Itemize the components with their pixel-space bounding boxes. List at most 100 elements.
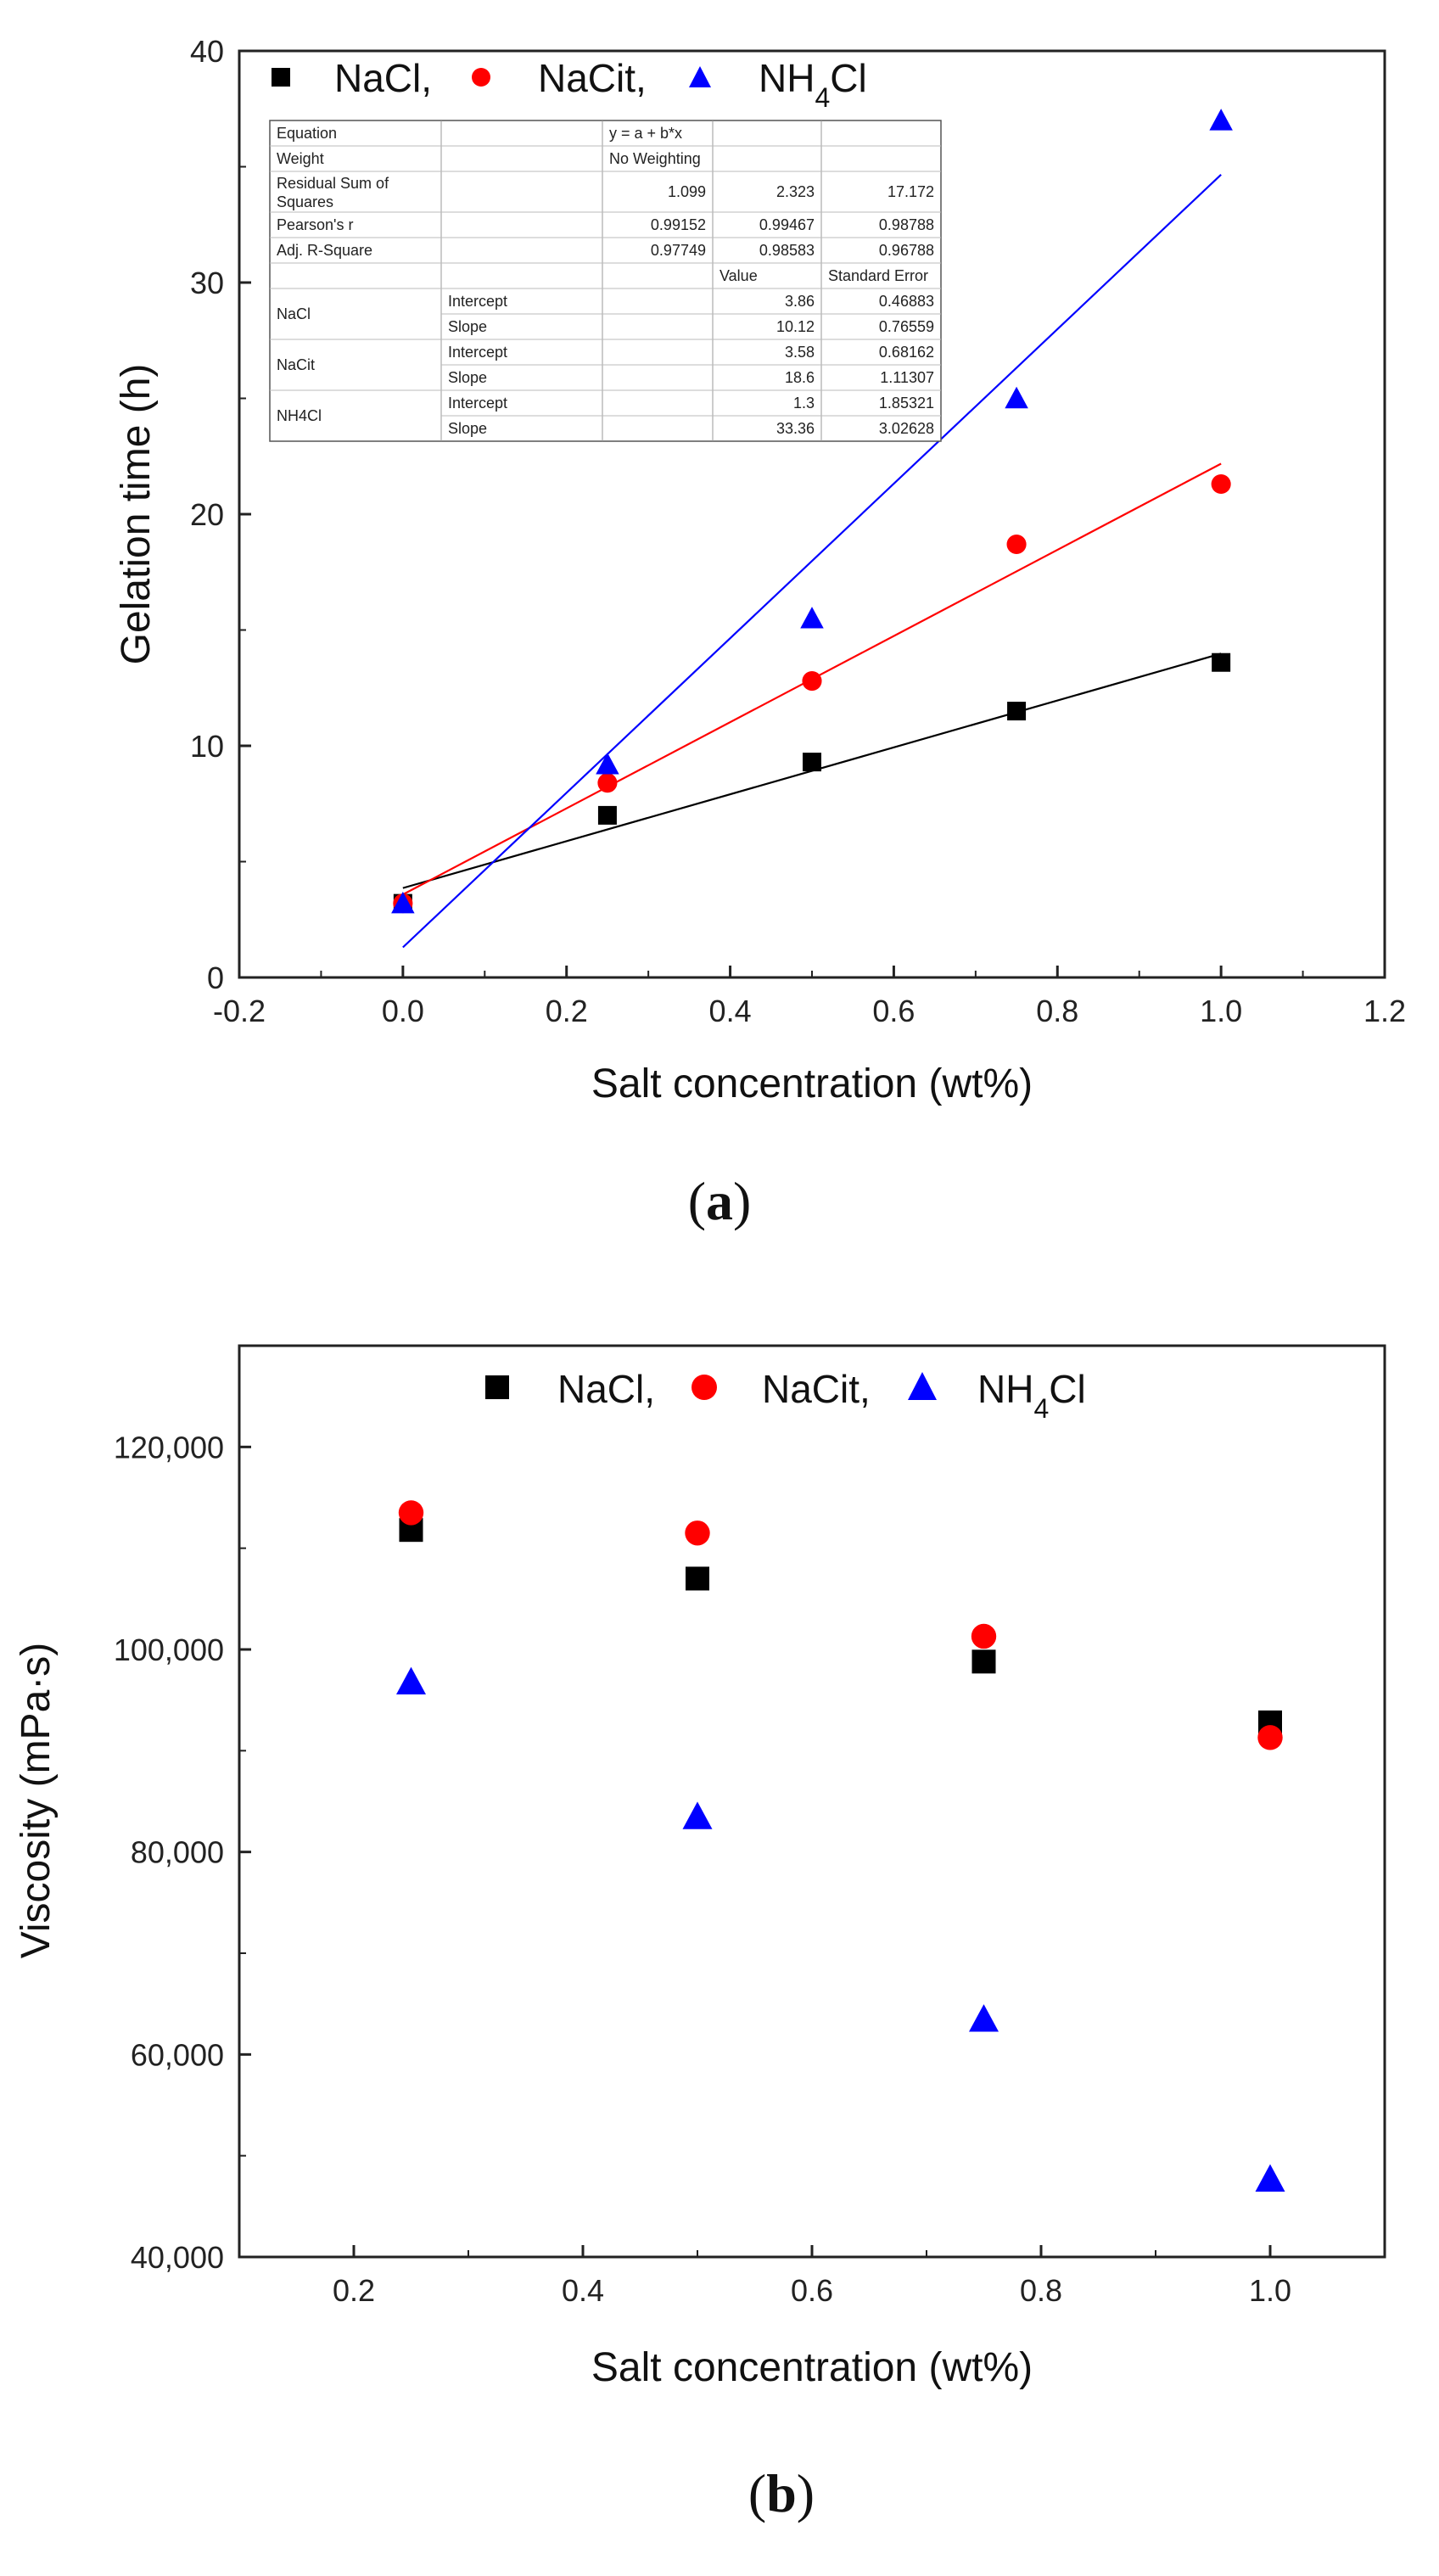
legend-nh4cl-label: NH4Cl: [977, 1367, 1086, 1424]
table-cell: Squares: [277, 193, 333, 210]
panel-a-caption-letter: a: [706, 1171, 733, 1231]
x-tick-label: 0.2: [333, 2273, 375, 2308]
data-point-nh4cl: [800, 607, 824, 629]
table-cell: Slope: [448, 369, 487, 386]
data-point-nh4cl: [682, 1801, 713, 1829]
data-points: [396, 1500, 1285, 2192]
legend-nacl-marker: [485, 1375, 509, 1399]
table-cell: 1.3: [793, 395, 815, 412]
data-point-nacit: [802, 671, 822, 692]
x-tick-label: 1.2: [1363, 994, 1406, 1028]
x-tick-label: 0.4: [562, 2273, 604, 2308]
table-cell: Weight: [277, 150, 324, 167]
table-cell: 0.97749: [651, 242, 706, 259]
x-tick-label: 0.8: [1020, 2273, 1062, 2308]
tick-marks: [238, 49, 1386, 979]
x-tick-label: 1.0: [1200, 994, 1242, 1028]
legend-nacl-marker: [272, 68, 290, 87]
y-tick-label: 40: [190, 34, 224, 69]
data-point-nacit: [1257, 1725, 1283, 1750]
table-cell: 0.99467: [759, 216, 815, 233]
table-cell: 17.172: [887, 183, 934, 200]
legend-nacit-marker: [692, 1375, 717, 1400]
x-axis-title: Salt concentration (wt%): [591, 1061, 1033, 1106]
data-point-nacit: [597, 773, 618, 793]
legend-nacit-label: NaCit,: [538, 56, 647, 100]
table-cell: 3.58: [785, 344, 815, 361]
table-cell: 0.76559: [879, 318, 934, 335]
legend-nacit-marker: [472, 68, 490, 87]
x-tick-label: 0.2: [546, 994, 588, 1028]
legend: NaCl, NaCit, NH4Cl: [272, 56, 867, 113]
data-point-nh4cl: [969, 2004, 999, 2032]
table-cell: 0.46883: [879, 293, 934, 310]
panel-b-caption-letter: b: [766, 2463, 797, 2523]
table-cell: Value: [720, 267, 758, 284]
data-point-nacit: [1006, 534, 1027, 555]
table-cell: 33.36: [776, 420, 815, 437]
table-cell: 2.323: [776, 183, 815, 200]
legend-nacl-label: NaCl,: [334, 56, 432, 100]
data-point-nacl: [971, 1649, 996, 1674]
table-cell: y = a + b*x: [609, 125, 682, 142]
table-cell: No Weighting: [609, 150, 701, 167]
x-tick-label: -0.2: [213, 994, 266, 1028]
table-cell: 3.86: [785, 293, 815, 310]
y-tick-label: 60,000: [131, 2037, 224, 2072]
table-cell: Slope: [448, 420, 487, 437]
y-tick-label: 30: [190, 266, 224, 300]
table-cell: 0.96788: [879, 242, 934, 259]
data-point-nacl: [686, 1566, 709, 1591]
table-cell: Intercept: [448, 293, 507, 310]
x-tick-label: 0.6: [872, 994, 915, 1028]
data-point-nacit: [398, 1500, 424, 1526]
table-cell: 1.099: [668, 183, 706, 200]
table-cell: 3.02628: [879, 420, 934, 437]
data-points: [391, 109, 1233, 914]
x-tick-label: 0.0: [382, 994, 424, 1028]
x-axis-title: Salt concentration (wt%): [591, 2345, 1033, 2390]
table-cell: NH4Cl: [277, 407, 322, 424]
fit-line-nh4cl: [402, 173, 1222, 949]
y-axis-title: Gelation time (h): [114, 364, 159, 665]
table-cell: NaCit: [277, 356, 315, 373]
plot-frame: [238, 1344, 1386, 2259]
data-point-nacl: [1212, 652, 1231, 672]
data-point-nh4cl: [596, 753, 619, 775]
x-tick-labels: 0.2 0.4 0.6 0.8 1.0: [333, 2273, 1291, 2308]
x-tick-label: 0.8: [1036, 994, 1078, 1028]
data-point-nacit: [685, 1520, 710, 1546]
x-tick-label: 0.4: [709, 994, 752, 1028]
y-tick-label: 40,000: [131, 2240, 224, 2275]
table-cell: Residual Sum of: [277, 175, 389, 192]
table-cell: Slope: [448, 318, 487, 335]
panel-b-caption: (b): [748, 2463, 815, 2523]
y-tick-label: 10: [190, 729, 224, 764]
y-tick-labels: 0 10 20 30 40: [190, 34, 224, 995]
x-tick-labels: -0.2 0.0 0.2 0.4 0.6 0.8 1.0 1.2: [213, 994, 1406, 1028]
table-cell: 18.6: [785, 369, 815, 386]
panel-b-chart: 0.2 0.4 0.6 0.8 1.0 40,000 60,000 80,000 100,00…: [14, 1344, 1386, 2523]
y-tick-label: 20: [190, 497, 224, 532]
data-point-nh4cl: [1005, 386, 1028, 409]
legend-nh4cl-label: NH4Cl: [759, 56, 867, 113]
table-cell: 1.85321: [879, 395, 934, 412]
data-point-nacl: [597, 805, 617, 825]
data-point-nacl: [1007, 702, 1027, 721]
y-tick-label: 120,000: [114, 1430, 224, 1464]
legend-nh4cl-marker: [908, 1372, 937, 1400]
table-cell: Pearson's r: [277, 216, 353, 233]
fit-parameter-table: Equation y = a + b*x Weight No Weighting Res…: [269, 120, 942, 442]
table-cell: 0.99152: [651, 216, 706, 233]
data-point-nh4cl: [391, 891, 415, 914]
table-cell: Standard Error: [828, 267, 928, 284]
data-point-nacit: [971, 1623, 997, 1649]
data-point-nh4cl: [396, 1666, 426, 1695]
x-tick-label: 0.6: [791, 2273, 833, 2308]
tick-marks: [239, 1345, 1272, 2259]
table-cell: 0.68162: [879, 344, 934, 361]
y-tick-label: 80,000: [131, 1835, 224, 1870]
y-axis-title: Viscosity (mPa·s): [14, 1643, 59, 1959]
x-tick-label: 1.0: [1249, 2273, 1291, 2308]
